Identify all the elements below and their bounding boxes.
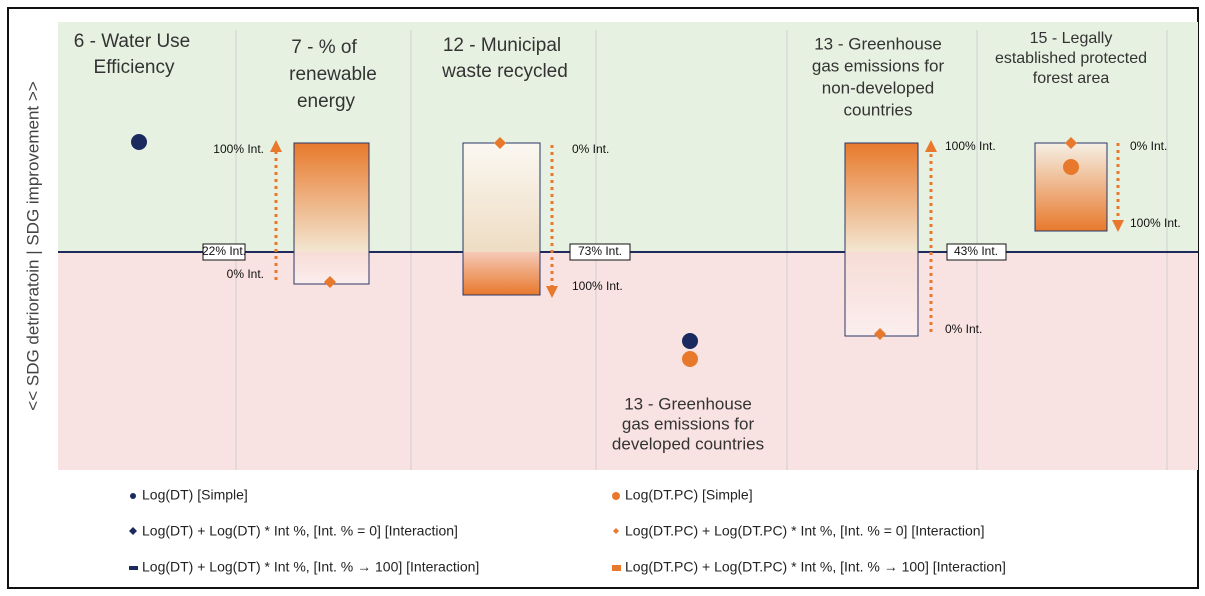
int-label: 100% Int. — [572, 279, 623, 293]
diamond-marker — [874, 328, 886, 340]
arrow-head — [925, 140, 937, 152]
int-label: 22% Int. — [202, 244, 246, 258]
panel-title: 7 - % of — [291, 37, 357, 58]
panel-title: 12 - Municipal — [443, 35, 561, 56]
panel-title: energy — [297, 91, 356, 112]
legend-entry: Log(DT.PC) [Simple] — [625, 487, 753, 503]
int-label: 0% Int. — [227, 267, 264, 281]
legend-entry: Log(DT.PC) + Log(DT.PC) * Int %, [Int. %… — [625, 559, 1006, 575]
int-label: 0% Int. — [945, 322, 982, 336]
int-label: 100% Int. — [213, 142, 264, 156]
simple-dt-marker — [131, 134, 147, 150]
legend-entry: Log(DT) + Log(DT) * Int %, [Int. % → 100… — [142, 559, 479, 575]
panel-title: countries — [844, 100, 913, 119]
interaction-bar — [293, 142, 370, 285]
panel-title: 6 - Water Use — [74, 31, 191, 52]
simple-dtpc-marker — [1063, 159, 1079, 175]
interaction-bar — [844, 142, 919, 337]
int-box — [946, 243, 1007, 261]
deterioration-area — [58, 252, 1198, 470]
int-label: 0% Int. — [1130, 139, 1167, 153]
panel-title: non-developed — [822, 78, 934, 97]
diamond-marker — [324, 276, 336, 288]
panel-title: gas emissions for — [812, 56, 945, 75]
legend: Log(DT) [Simple] Log(DT.PC) [Simple] Log… — [129, 487, 1006, 575]
panel-title: established protected — [995, 50, 1147, 67]
arrow-head — [1112, 220, 1124, 232]
panel-title: developed countries — [612, 434, 764, 453]
legend-entry: Log(DT) [Simple] — [142, 487, 248, 503]
diamond-marker — [1065, 137, 1077, 149]
simple-dtpc-marker — [682, 351, 698, 367]
panel-title: renewable — [289, 64, 377, 85]
arrow-head — [270, 140, 282, 152]
panel-title: forest area — [1033, 70, 1110, 87]
int-label: 43% Int. — [954, 244, 998, 258]
arrow-head — [546, 286, 558, 298]
panel-title: waste recycled — [441, 61, 568, 82]
panel-title: Efficiency — [94, 57, 175, 78]
int-label: 100% Int. — [945, 139, 996, 153]
improvement-area — [58, 22, 1198, 252]
panel-title: gas emissions for — [622, 414, 755, 433]
legend-entry: Log(DT) + Log(DT) * Int %, [Int. % = 0] … — [142, 523, 458, 539]
int-label: 73% Int. — [578, 244, 622, 258]
interaction-bar — [462, 142, 541, 296]
int-box — [569, 243, 631, 261]
int-label: 0% Int. — [572, 142, 609, 156]
panel-title: 13 - Greenhouse — [624, 394, 752, 413]
panel-title: 15 - Legally — [1030, 30, 1113, 47]
y-axis-label: << SDG detrioratoin | SDG improvement >> — [23, 81, 42, 411]
panel-title: 13 - Greenhouse — [814, 34, 942, 53]
int-box — [202, 243, 246, 261]
interaction-bar — [1034, 142, 1108, 232]
legend-entry: Log(DT.PC) + Log(DT.PC) * Int %, [Int. %… — [625, 523, 984, 539]
int-label: 100% Int. — [1130, 216, 1181, 230]
diamond-marker — [494, 137, 506, 149]
simple-dt-marker — [682, 333, 698, 349]
